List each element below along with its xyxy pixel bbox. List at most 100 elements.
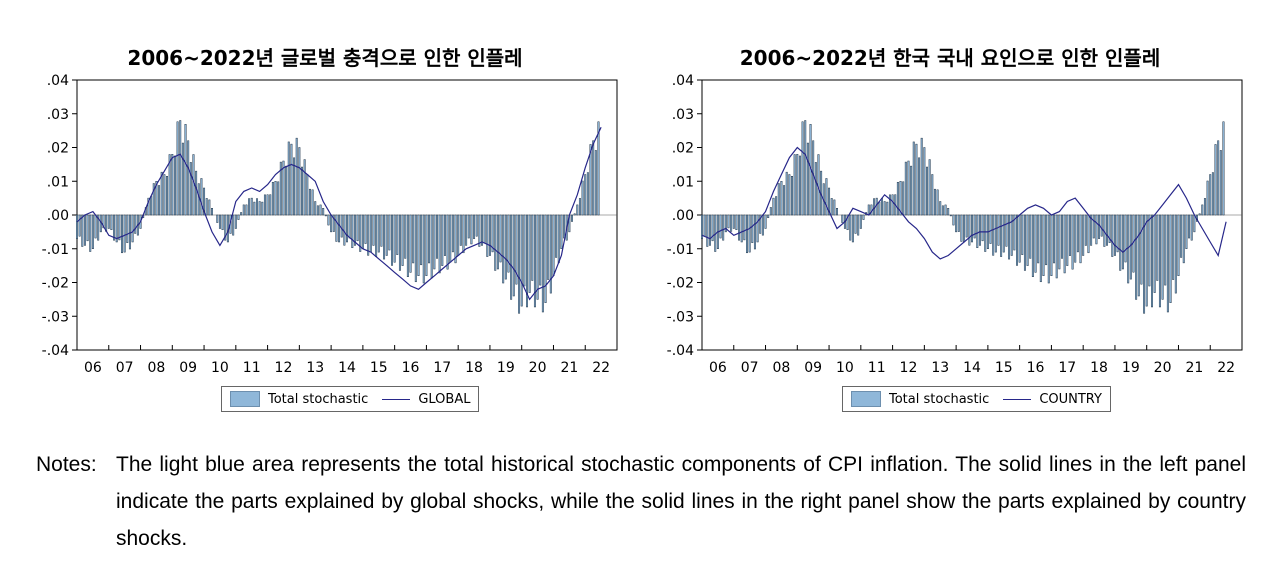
bar [1047, 214, 1050, 284]
bar [454, 214, 457, 264]
bar [1166, 214, 1169, 313]
bar [719, 214, 722, 239]
bar [1082, 214, 1085, 256]
x-tick-label: 19 [497, 360, 515, 376]
bar [232, 214, 235, 236]
bar [351, 214, 354, 249]
bar [343, 214, 346, 246]
y-tick-label: -.01 [667, 242, 694, 258]
bar [282, 160, 285, 216]
bar [462, 214, 465, 254]
bar [836, 208, 838, 216]
bar [110, 214, 113, 231]
bar [711, 214, 714, 242]
bar [266, 194, 269, 216]
bar [756, 214, 759, 243]
bar [947, 208, 950, 216]
bar [571, 214, 573, 222]
bar [862, 214, 865, 220]
bar [552, 214, 555, 276]
legend-label-line: GLOBAL [418, 391, 471, 407]
bar [1090, 214, 1093, 246]
bar [1098, 214, 1101, 239]
bar [578, 198, 581, 216]
bar [221, 214, 224, 231]
bar [761, 214, 764, 236]
x-tick-label: 16 [1027, 360, 1045, 376]
bar [859, 214, 862, 229]
bar [166, 176, 168, 216]
bar [128, 214, 131, 250]
bar [933, 188, 936, 216]
bar [528, 214, 531, 293]
bar [160, 171, 163, 216]
bar [126, 214, 129, 243]
bar [746, 214, 748, 254]
bar [504, 214, 507, 280]
y-tick-label: -.01 [42, 242, 69, 258]
global-chart-plot: .04 .03 .02 .01 .00 -.01 -.02 -.03 -.04 06 07 08 09 1… [42, 73, 618, 376]
bar [881, 198, 883, 216]
bar [348, 214, 351, 239]
bar [1161, 214, 1164, 300]
bar [507, 214, 510, 273]
bar [248, 198, 251, 216]
bar [896, 181, 899, 216]
bar [197, 183, 200, 216]
bar [401, 214, 404, 266]
bar [115, 214, 118, 243]
bar [971, 214, 973, 243]
bar [1135, 214, 1138, 300]
bar [830, 198, 833, 216]
bar [346, 214, 348, 243]
bar [385, 214, 388, 256]
y-tick-label: .03 [47, 107, 69, 123]
bar [576, 204, 579, 216]
y-tick-label: .03 [672, 107, 694, 123]
series-line-country [701, 146, 1227, 260]
global-chart-panel: 2006~2022년 글로벌 충격으로 인한 인플레 .04 .03 .02 .01.… [15, 0, 635, 420]
bar [383, 214, 386, 260]
bar [936, 189, 939, 216]
bar [1061, 214, 1063, 259]
bar [801, 121, 804, 216]
bar [1055, 214, 1058, 279]
bar [380, 214, 383, 247]
bar [94, 214, 97, 239]
x-tick-label: 21 [1185, 360, 1203, 376]
bar [340, 214, 343, 238]
x-tick-label: 09 [804, 360, 822, 376]
bar [1185, 214, 1188, 249]
bar [949, 214, 952, 217]
bar [743, 214, 746, 241]
x-tick-label: 07 [741, 360, 759, 376]
bar [796, 154, 799, 216]
bar [1095, 214, 1098, 245]
notes-text: The light blue area represents the total… [116, 453, 1246, 550]
bar [1111, 214, 1114, 257]
bar [541, 214, 544, 313]
x-tick-label: 21 [560, 360, 578, 376]
bar [134, 214, 137, 234]
bar [994, 214, 997, 253]
bar [1201, 204, 1204, 216]
bar [168, 154, 171, 216]
bar [502, 214, 505, 284]
bar [560, 214, 563, 249]
bar [1079, 214, 1082, 264]
bar [113, 214, 116, 241]
bar [1053, 214, 1056, 264]
bar [1177, 214, 1180, 276]
bar [952, 214, 955, 226]
bar [753, 214, 756, 250]
bar [147, 197, 150, 216]
bar [594, 150, 597, 216]
bar [237, 214, 240, 220]
bar [256, 198, 258, 216]
bar [1021, 214, 1024, 255]
bar [1180, 214, 1183, 258]
bar [224, 214, 227, 241]
bar [1193, 214, 1196, 233]
bar [76, 214, 78, 239]
bar [271, 181, 274, 216]
